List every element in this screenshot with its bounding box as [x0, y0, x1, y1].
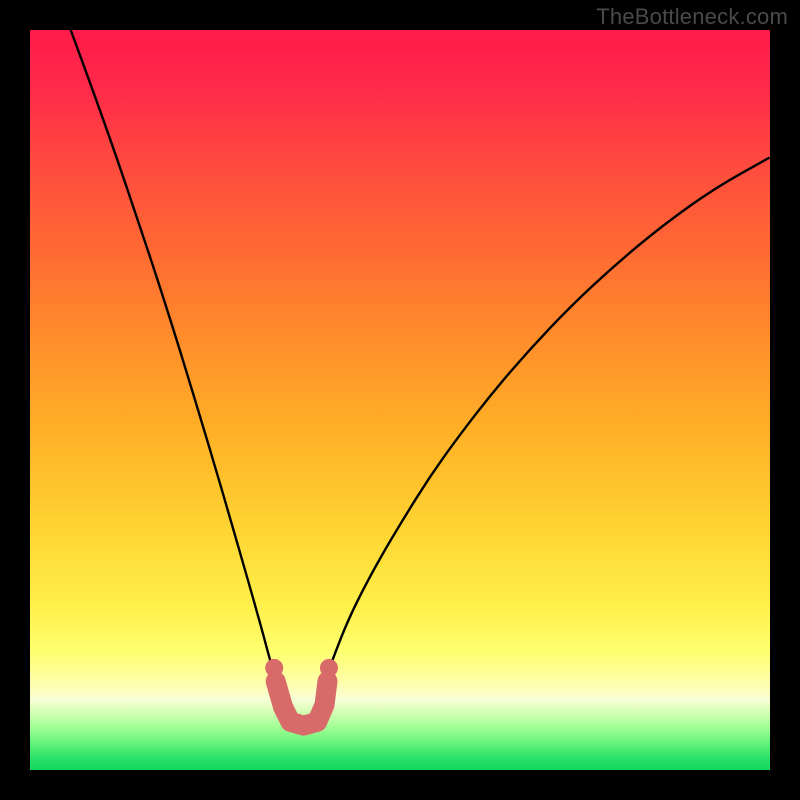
plot-area	[30, 30, 770, 770]
curve-right-branch	[322, 157, 770, 690]
bottom-u-marker	[276, 681, 328, 725]
bottom-u-left-dot	[265, 659, 283, 677]
watermark-text: TheBottleneck.com	[596, 4, 788, 30]
curve-layer	[30, 30, 770, 770]
bottom-u-right-dot	[320, 659, 338, 677]
curve-left-branch	[71, 30, 278, 690]
